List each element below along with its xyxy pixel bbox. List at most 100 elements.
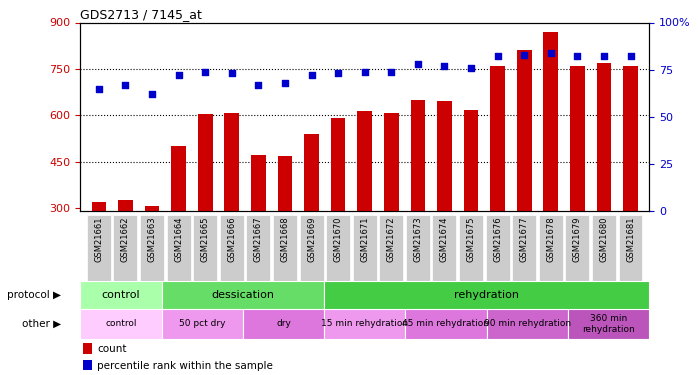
Bar <box>406 309 487 339</box>
Bar <box>273 215 297 280</box>
Bar <box>463 110 478 211</box>
Bar <box>352 215 377 280</box>
Text: GSM21663: GSM21663 <box>147 217 156 262</box>
Bar <box>161 280 324 309</box>
Text: GSM21678: GSM21678 <box>547 217 556 262</box>
Text: GSM21672: GSM21672 <box>387 217 396 262</box>
Text: GSM21680: GSM21680 <box>600 217 609 262</box>
Bar <box>618 215 642 280</box>
Point <box>572 54 583 60</box>
Bar <box>406 215 430 280</box>
Bar <box>539 215 563 280</box>
Point <box>253 82 264 88</box>
Point <box>226 70 237 76</box>
Text: count: count <box>97 344 127 354</box>
Text: GSM21662: GSM21662 <box>121 217 130 262</box>
Text: GSM21674: GSM21674 <box>440 217 449 262</box>
Bar <box>198 114 212 211</box>
Text: 360 min
rehydration: 360 min rehydration <box>582 314 635 334</box>
Text: dessication: dessication <box>211 290 274 300</box>
Text: dry: dry <box>276 320 291 328</box>
Text: GSM21671: GSM21671 <box>360 217 369 262</box>
Point <box>492 54 503 60</box>
Text: GSM21679: GSM21679 <box>573 217 582 262</box>
Text: 50 pct dry: 50 pct dry <box>179 320 225 328</box>
Bar <box>459 215 483 280</box>
Text: percentile rank within the sample: percentile rank within the sample <box>97 361 273 371</box>
Bar <box>171 146 186 211</box>
Point <box>545 50 556 55</box>
Bar <box>437 101 452 211</box>
Point <box>332 70 343 76</box>
Text: GSM21669: GSM21669 <box>307 217 316 262</box>
Bar <box>243 309 324 339</box>
Bar <box>83 360 91 370</box>
Text: GSM21667: GSM21667 <box>254 217 263 262</box>
Point <box>598 54 609 60</box>
Bar <box>118 200 133 211</box>
Text: 15 min rehydration: 15 min rehydration <box>321 320 408 328</box>
Bar <box>87 215 111 280</box>
Bar <box>91 202 106 211</box>
Bar <box>161 309 243 339</box>
Text: GSM21677: GSM21677 <box>520 217 528 262</box>
Bar <box>246 215 270 280</box>
Bar <box>304 134 319 211</box>
Text: GSM21664: GSM21664 <box>174 217 183 262</box>
Bar <box>544 32 558 211</box>
Bar <box>278 156 292 211</box>
Text: GSM21675: GSM21675 <box>466 217 475 262</box>
Bar <box>490 66 505 211</box>
Bar <box>193 215 217 280</box>
Text: GSM21673: GSM21673 <box>413 217 422 262</box>
Point <box>625 54 636 60</box>
Bar <box>80 309 161 339</box>
Bar <box>384 113 399 211</box>
Point <box>359 69 371 75</box>
Bar <box>379 215 403 280</box>
Bar <box>568 309 649 339</box>
Bar <box>597 63 611 211</box>
Bar <box>114 215 138 280</box>
Text: GSM21665: GSM21665 <box>201 217 209 262</box>
Text: GSM21670: GSM21670 <box>334 217 343 262</box>
Point <box>94 86 105 92</box>
Bar <box>512 215 536 280</box>
Bar <box>331 118 346 211</box>
Text: control: control <box>102 290 140 300</box>
Text: other ▶: other ▶ <box>22 319 61 329</box>
Text: GSM21661: GSM21661 <box>94 217 103 262</box>
Text: protocol ▶: protocol ▶ <box>7 290 61 300</box>
Point <box>386 69 397 75</box>
Bar <box>251 156 266 211</box>
Point <box>519 52 530 58</box>
Text: 90 min rehydration: 90 min rehydration <box>484 320 571 328</box>
Bar <box>140 215 164 280</box>
Bar <box>324 280 649 309</box>
Bar <box>410 100 425 211</box>
Point <box>173 72 184 78</box>
Bar <box>517 50 531 211</box>
Bar <box>220 215 244 280</box>
Point <box>306 72 317 78</box>
Bar <box>324 309 406 339</box>
Point <box>200 69 211 75</box>
Bar <box>326 215 350 280</box>
Bar <box>225 113 239 211</box>
Text: control: control <box>105 320 137 328</box>
Bar <box>144 207 159 211</box>
Bar <box>167 215 191 280</box>
Text: GSM21666: GSM21666 <box>228 217 237 262</box>
Bar <box>570 66 585 211</box>
Text: GSM21681: GSM21681 <box>626 217 635 262</box>
Bar <box>357 111 372 211</box>
Text: GSM21676: GSM21676 <box>493 217 502 262</box>
Text: GSM21668: GSM21668 <box>281 217 290 262</box>
Point <box>279 80 290 86</box>
Bar <box>299 215 323 280</box>
Point <box>147 91 158 97</box>
Bar <box>592 215 616 280</box>
Bar <box>433 215 456 280</box>
Bar <box>80 280 161 309</box>
Text: 45 min rehydration: 45 min rehydration <box>403 320 489 328</box>
